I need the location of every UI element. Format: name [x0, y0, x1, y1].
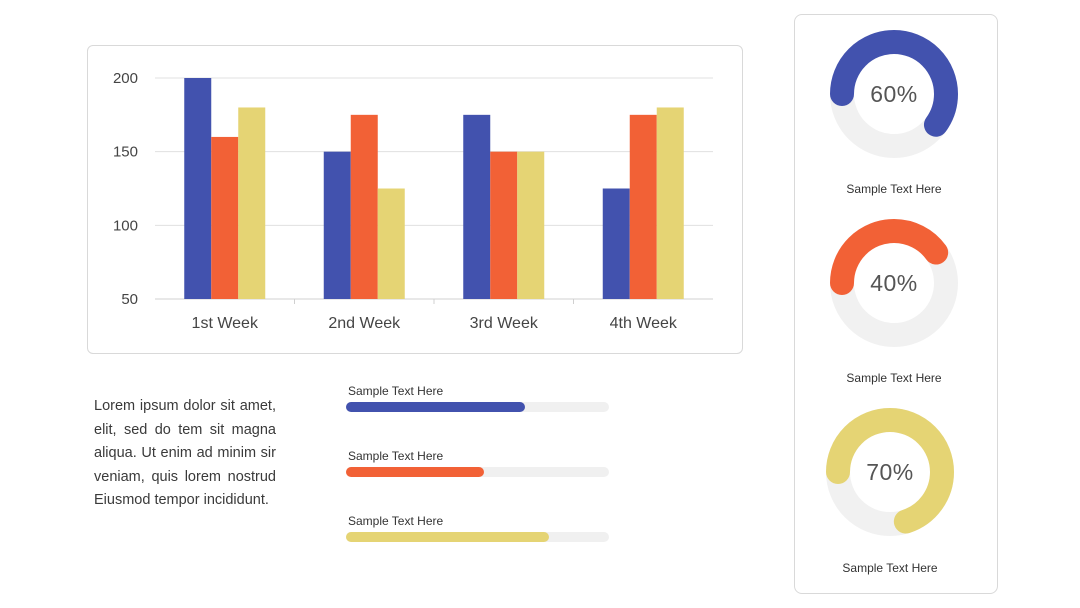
donut-chart-3: 70%	[820, 402, 960, 542]
bar	[629, 114, 657, 299]
progress-track	[346, 467, 609, 477]
donut-ring	[826, 408, 954, 536]
bar	[238, 107, 266, 299]
donut-chart-1: 60%	[824, 24, 964, 164]
bar-chart-card: 200 150 100 50 1st Week 2nd Week 3rd Week 4th W…	[87, 45, 743, 354]
progress-label: Sample Text Here	[348, 449, 444, 463]
x-tick-label: 3rd Week	[470, 315, 539, 332]
bar	[211, 136, 239, 299]
progress-label: Sample Text Here	[348, 384, 444, 398]
body-paragraph: Lorem ipsum dolor sit amet, elit, sed do…	[94, 398, 276, 508]
progress-item-1: Sample Text Here	[346, 383, 610, 412]
donut-chart-2: 40%	[824, 213, 964, 353]
y-tick-label: 100	[113, 217, 138, 234]
x-tick-label: 1st Week	[192, 315, 259, 332]
x-tick-label: 2nd Week	[328, 315, 401, 332]
donut-caption: Sample Text Here	[842, 561, 938, 575]
progress-label: Sample Text Here	[348, 514, 444, 528]
bar	[463, 114, 491, 299]
donut-ring	[830, 30, 958, 158]
progress-fill	[346, 532, 549, 542]
donut-arc	[826, 408, 954, 536]
progress-fill	[346, 467, 485, 477]
progress-item-2: Sample Text Here	[346, 448, 610, 477]
donut-ring	[830, 219, 958, 347]
progress-track	[346, 402, 609, 412]
donut-caption: Sample Text Here	[846, 182, 942, 196]
y-tick-label: 50	[121, 291, 138, 308]
bar	[517, 151, 545, 299]
donut-arc	[830, 30, 958, 158]
bar-chart: 200 150 100 50 1st Week 2nd Week 3rd Week 4th W…	[113, 70, 713, 332]
donut-value: 60%	[870, 81, 918, 107]
y-tick-label: 150	[113, 144, 138, 161]
donut-value: 70%	[866, 459, 914, 485]
progress-fill	[346, 402, 525, 412]
donut-value: 40%	[870, 270, 918, 296]
bar	[323, 151, 351, 299]
x-tick-label: 4th Week	[610, 315, 678, 332]
progress-item-3: Sample Text Here	[346, 513, 610, 542]
bar	[656, 107, 684, 299]
progress-track	[346, 532, 609, 542]
bar	[602, 188, 630, 299]
donut-arc	[830, 219, 958, 347]
bar	[490, 151, 518, 299]
bar	[350, 114, 378, 299]
y-tick-label: 200	[113, 70, 138, 87]
donut-caption: Sample Text Here	[846, 371, 942, 385]
bar	[184, 78, 212, 299]
bar	[377, 188, 405, 299]
donut-panel: 60% Sample Text Here 40% Sample Text Her…	[794, 14, 998, 594]
